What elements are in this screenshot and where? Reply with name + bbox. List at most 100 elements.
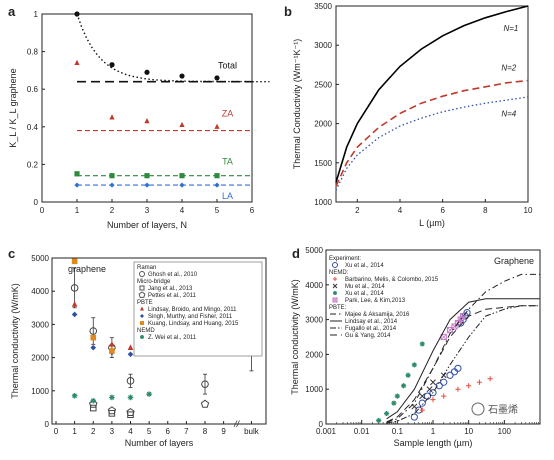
panel-c-legend-label: Lindsay, Broido, and Mingo, 2011: [148, 307, 237, 313]
panel-d-line: [386, 298, 540, 420]
panel-d-legend-group-title: NEMD:: [329, 270, 349, 276]
panel-b-xtick-label: 4: [398, 206, 403, 215]
watermark: 石墨烯: [471, 402, 518, 416]
panel-a-point-la: [74, 182, 80, 188]
panel-d-point: [426, 386, 433, 393]
panel-c-xtick-label: 2: [91, 427, 96, 436]
panel-a-ytick-label: 0.8: [27, 48, 39, 57]
panel-c-legend-label: Z. Wei et al., 2011: [148, 335, 197, 341]
panel-d-point-box: [446, 326, 454, 334]
panel-c-ytick-label: 1000: [31, 387, 49, 396]
panel-d-ytick-label: 0: [319, 420, 324, 429]
panel-d-ylabel: Thermal conductivity (W/mK): [290, 279, 300, 395]
panel-d-legend-label: Mu et al., 2014: [345, 284, 385, 290]
panel-a-xtick-label: 3: [145, 206, 150, 215]
panel-d-legend-marker: [332, 283, 338, 289]
panel-c-point: [89, 327, 98, 335]
panel-b-ytick-label: 2500: [314, 80, 332, 89]
panel-c-xtick-label: 6: [166, 427, 171, 436]
panel-d-legend-group-title: Experiment:: [329, 256, 361, 262]
panel-c-legend-marker: [139, 271, 145, 277]
panel-c-ytick-label: 2000: [31, 354, 49, 363]
panel-c-legend-label: Ghosh et al., 2010: [148, 272, 198, 278]
panel-b-ytick-label: 3500: [314, 2, 332, 11]
panel-d-line: [386, 305, 540, 423]
panel-c-xtick-label: 0: [54, 427, 59, 436]
panel-c-ytick-label: 0: [45, 420, 50, 429]
panel-d-xtick-label: 0.001: [316, 427, 337, 436]
panel-c-point: [109, 394, 115, 401]
panel-b-xtick-label: 6: [440, 206, 445, 215]
panel-d-point: [487, 376, 493, 382]
panel-c-point: [90, 334, 97, 341]
panel-d-point-stroke: [394, 393, 400, 399]
panel-d-point-box: [460, 313, 467, 320]
panel-a-point-la: [214, 182, 220, 188]
panel-d-line: [386, 273, 540, 423]
panel-b-xtick-label: 10: [524, 206, 533, 215]
panel-a-ytick-label: 0.6: [27, 85, 39, 94]
panel-d-legend-marker: [332, 297, 338, 303]
panel-a-point-za: [214, 123, 220, 129]
panel-a-xtick-label: 6: [250, 206, 255, 215]
panel-d-point-stroke: [411, 362, 417, 368]
panel-c-point: [127, 344, 134, 350]
panel-c-xlabel: Number of layers: [125, 438, 194, 448]
panel-d-legend-label: Lindsay et al., 2014: [345, 319, 398, 325]
panel-c-ytick-label: 4000: [31, 287, 49, 296]
panel-c-xtick-label: 5: [147, 427, 152, 436]
panel-a-point-za: [179, 121, 185, 128]
panel-c-legend-label: Singh, Murthy, and Fisher, 2011: [148, 314, 233, 320]
panel-c-frame: [51, 257, 267, 425]
panel-c-point-stroke: [90, 397, 97, 404]
panel-d-point: [376, 417, 382, 424]
panel-c-xtick-label: 4: [128, 427, 133, 436]
panel-c-point: [107, 406, 117, 415]
panel-d-ytick-label: 1000: [305, 385, 323, 394]
panel-d-legend-marker: [332, 262, 338, 268]
panel-b-line-n-2: [335, 79, 529, 187]
panel-b-series-label: N=2: [501, 63, 516, 72]
panel-c-xtick-label: 8: [203, 427, 208, 436]
panel-a-xtick-label: 1: [75, 206, 80, 215]
panel-c-point: [89, 399, 98, 408]
panel-d-point: [410, 413, 418, 421]
panel-c-legend-label: Jang et al., 2013: [148, 286, 193, 292]
panel-a-xtick-label: 0: [40, 206, 45, 215]
panel-b-ylabel: Thermal Conductivity (Wm⁻¹K⁻¹): [292, 39, 302, 170]
panel-c-point: [127, 394, 134, 401]
panel-a-point-total: [109, 62, 115, 68]
panel-d-legend-marker: [333, 291, 337, 295]
panel-c: c 0 1 2 3 4 5 6 7 8 9 bulk// 0 1000 2000 3000 4000 5000 Nu…: [8, 246, 267, 448]
panel-a-point-ta: [214, 173, 220, 179]
panel-d-ytick-label: 3000: [305, 316, 323, 325]
panel-a-point-total: [179, 73, 185, 79]
panel-d-ytick-label: 5000: [305, 246, 323, 255]
panel-b-line-n-1: [335, 5, 529, 183]
panel-a-series-label-total: Total: [218, 61, 237, 71]
panel-c-legend-marker: [140, 306, 144, 311]
panel-c-annotation: graphene: [68, 264, 106, 274]
panel-c-letter: c: [8, 246, 15, 261]
panel-c-point-stroke: [127, 394, 134, 401]
panel-d-point: [440, 378, 448, 386]
panel-a-point-la: [109, 182, 115, 188]
panel-a-point-za: [74, 59, 80, 65]
panel-d-point: [419, 341, 425, 347]
panel-c-ytick-label: 5000: [31, 254, 49, 263]
panel-b-frame: [335, 5, 529, 203]
panel-c-point: [146, 391, 152, 397]
panel-d-point-stroke: [383, 410, 390, 417]
panel-d-point: [418, 399, 426, 407]
panel-d-point: [411, 362, 417, 368]
panel-d-point: [450, 368, 459, 376]
panel-d-legend-label: Majee & Aksamija, 2016: [345, 312, 410, 318]
panel-b-ytick-label: 3000: [314, 41, 332, 50]
panel-a-ytick-label: 0: [34, 198, 39, 207]
panel-d-xtick-label: 100: [498, 427, 512, 436]
panel-d-point: [454, 364, 462, 372]
watermark-text: 石墨烯: [488, 403, 518, 416]
panel-c-point: [109, 348, 115, 354]
panel-c-point: [71, 392, 78, 399]
